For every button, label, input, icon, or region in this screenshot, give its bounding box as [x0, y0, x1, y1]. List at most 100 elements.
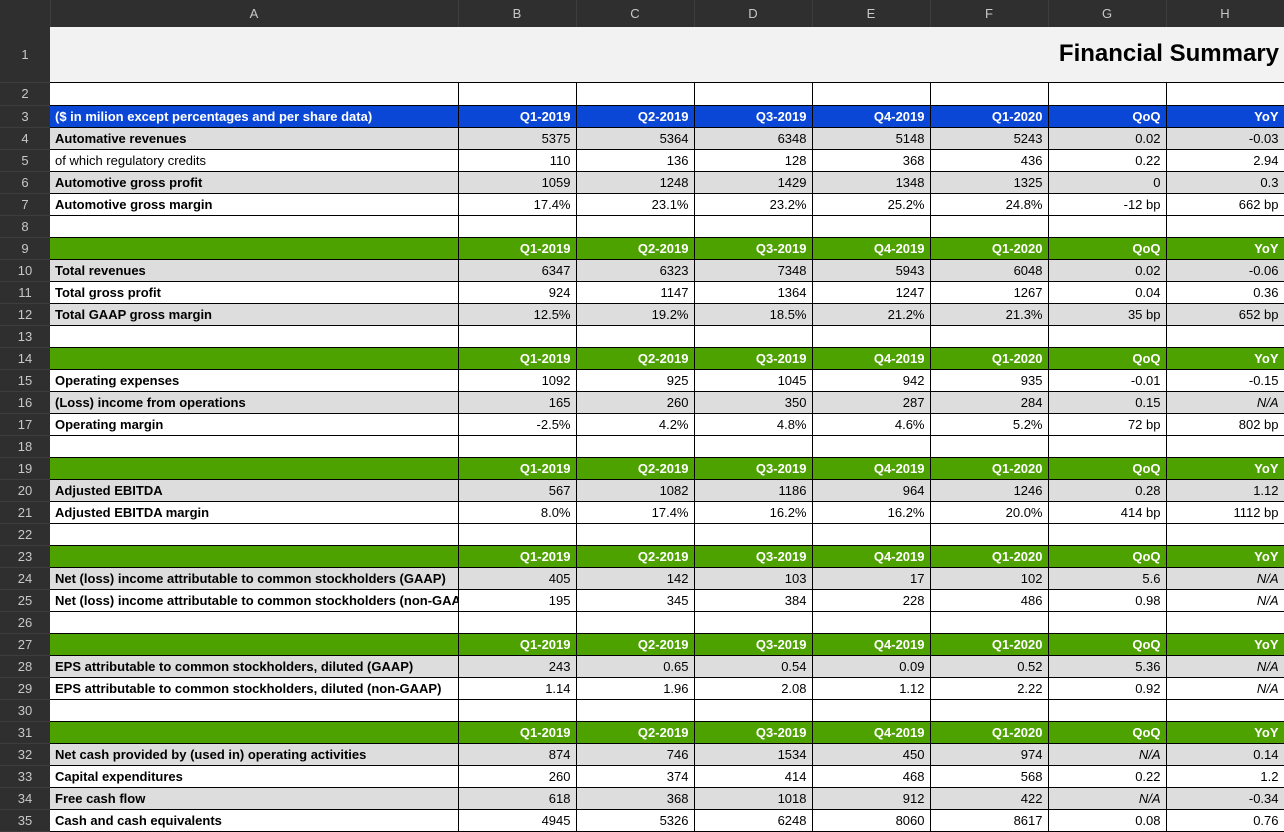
cell-h15[interactable]: -0.15 — [1166, 369, 1284, 392]
row-header[interactable]: 20 — [0, 479, 50, 502]
column-header-d[interactable]: D — [694, 0, 813, 27]
cell-f22[interactable] — [930, 523, 1049, 546]
cell-h14[interactable]: YoY — [1166, 347, 1284, 370]
cell-d29[interactable]: 2.08 — [694, 677, 813, 700]
cell-b5[interactable]: 110 — [458, 149, 577, 172]
cell-c20[interactable]: 1082 — [576, 479, 695, 502]
cell-g10[interactable]: 0.02 — [1048, 259, 1167, 282]
cell-g6[interactable]: 0 — [1048, 171, 1167, 194]
cell-c29[interactable]: 1.96 — [576, 677, 695, 700]
cell-f3[interactable]: Q1-2020 — [930, 105, 1049, 128]
cell-c11[interactable]: 1147 — [576, 281, 695, 304]
cell-c33[interactable]: 374 — [576, 765, 695, 788]
cell-a18[interactable] — [50, 435, 459, 458]
cell-g25[interactable]: 0.98 — [1048, 589, 1167, 612]
cell-c34[interactable]: 368 — [576, 787, 695, 810]
cell-h23[interactable]: YoY — [1166, 545, 1284, 568]
row-header[interactable]: 12 — [0, 303, 50, 326]
cell-e30[interactable] — [812, 699, 931, 722]
cell-c12[interactable]: 19.2% — [576, 303, 695, 326]
cell-e29[interactable]: 1.12 — [812, 677, 931, 700]
cell-d27[interactable]: Q3-2019 — [694, 633, 813, 656]
row-header[interactable]: 23 — [0, 545, 50, 568]
cell-h12[interactable]: 652 bp — [1166, 303, 1284, 326]
cell-f4[interactable]: 5243 — [930, 127, 1049, 150]
cell-b19[interactable]: Q1-2019 — [458, 457, 577, 480]
cell-c3[interactable]: Q2-2019 — [576, 105, 695, 128]
cell-e16[interactable]: 287 — [812, 391, 931, 414]
row-header[interactable]: 7 — [0, 193, 50, 216]
cell-g9[interactable]: QoQ — [1048, 237, 1167, 260]
cell-g11[interactable]: 0.04 — [1048, 281, 1167, 304]
row-header[interactable]: 29 — [0, 677, 50, 700]
cell-c4[interactable]: 5364 — [576, 127, 695, 150]
cell-e28[interactable]: 0.09 — [812, 655, 931, 678]
cell-h22[interactable] — [1166, 523, 1284, 546]
cell-c6[interactable]: 1248 — [576, 171, 695, 194]
cell-f30[interactable] — [930, 699, 1049, 722]
cell-b2[interactable] — [458, 82, 577, 106]
cell-b20[interactable]: 567 — [458, 479, 577, 502]
cell-f16[interactable]: 284 — [930, 391, 1049, 414]
cell-d10[interactable]: 7348 — [694, 259, 813, 282]
cell-f2[interactable] — [930, 82, 1049, 106]
row-header[interactable]: 9 — [0, 237, 50, 260]
cell-f25[interactable]: 486 — [930, 589, 1049, 612]
cell-f28[interactable]: 0.52 — [930, 655, 1049, 678]
cell-b10[interactable]: 6347 — [458, 259, 577, 282]
cell-a20[interactable]: Adjusted EBITDA — [50, 479, 459, 502]
cell-h21[interactable]: 1112 bp — [1166, 501, 1284, 524]
cell-g20[interactable]: 0.28 — [1048, 479, 1167, 502]
cell-f12[interactable]: 21.3% — [930, 303, 1049, 326]
cell-c16[interactable]: 260 — [576, 391, 695, 414]
cell-f19[interactable]: Q1-2020 — [930, 457, 1049, 480]
cell-a26[interactable] — [50, 611, 459, 634]
cell-g14[interactable]: QoQ — [1048, 347, 1167, 370]
cell-d6[interactable]: 1429 — [694, 171, 813, 194]
cell-c15[interactable]: 925 — [576, 369, 695, 392]
cell-f35[interactable]: 8617 — [930, 809, 1049, 832]
row-header[interactable]: 11 — [0, 281, 50, 304]
cell-g16[interactable]: 0.15 — [1048, 391, 1167, 414]
cell-e32[interactable]: 450 — [812, 743, 931, 766]
cell-f33[interactable]: 568 — [930, 765, 1049, 788]
cell-a21[interactable]: Adjusted EBITDA margin — [50, 501, 459, 524]
cell-b22[interactable] — [458, 523, 577, 546]
cell-b13[interactable] — [458, 325, 577, 348]
cell-e21[interactable]: 16.2% — [812, 501, 931, 524]
cell-c28[interactable]: 0.65 — [576, 655, 695, 678]
cell-g27[interactable]: QoQ — [1048, 633, 1167, 656]
cell-e14[interactable]: Q4-2019 — [812, 347, 931, 370]
cell-e34[interactable]: 912 — [812, 787, 931, 810]
cell-e33[interactable]: 468 — [812, 765, 931, 788]
cell-h18[interactable] — [1166, 435, 1284, 458]
cell-h2[interactable] — [1166, 82, 1284, 106]
row-header[interactable]: 30 — [0, 699, 50, 722]
cell-e5[interactable]: 368 — [812, 149, 931, 172]
cell-d18[interactable] — [694, 435, 813, 458]
cell-b27[interactable]: Q1-2019 — [458, 633, 577, 656]
column-header-e[interactable]: E — [812, 0, 931, 27]
cell-a35[interactable]: Cash and cash equivalents — [50, 809, 459, 832]
cell-a17[interactable]: Operating margin — [50, 413, 459, 436]
cell-d3[interactable]: Q3-2019 — [694, 105, 813, 128]
cell-f18[interactable] — [930, 435, 1049, 458]
cell-b31[interactable]: Q1-2019 — [458, 721, 577, 744]
cell-a34[interactable]: Free cash flow — [50, 787, 459, 810]
cell-d20[interactable]: 1186 — [694, 479, 813, 502]
cell-e24[interactable]: 17 — [812, 567, 931, 590]
cell-h3[interactable]: YoY — [1166, 105, 1284, 128]
cell-a11[interactable]: Total gross profit — [50, 281, 459, 304]
cell-g19[interactable]: QoQ — [1048, 457, 1167, 480]
cell-h25[interactable]: N/A — [1166, 589, 1284, 612]
cell-g8[interactable] — [1048, 215, 1167, 238]
cell-c14[interactable]: Q2-2019 — [576, 347, 695, 370]
cell-h11[interactable]: 0.36 — [1166, 281, 1284, 304]
cell-e11[interactable]: 1247 — [812, 281, 931, 304]
cell-e19[interactable]: Q4-2019 — [812, 457, 931, 480]
cell-g3[interactable]: QoQ — [1048, 105, 1167, 128]
cell-d23[interactable]: Q3-2019 — [694, 545, 813, 568]
cell-e2[interactable] — [812, 82, 931, 106]
cell-b16[interactable]: 165 — [458, 391, 577, 414]
cell-b9[interactable]: Q1-2019 — [458, 237, 577, 260]
